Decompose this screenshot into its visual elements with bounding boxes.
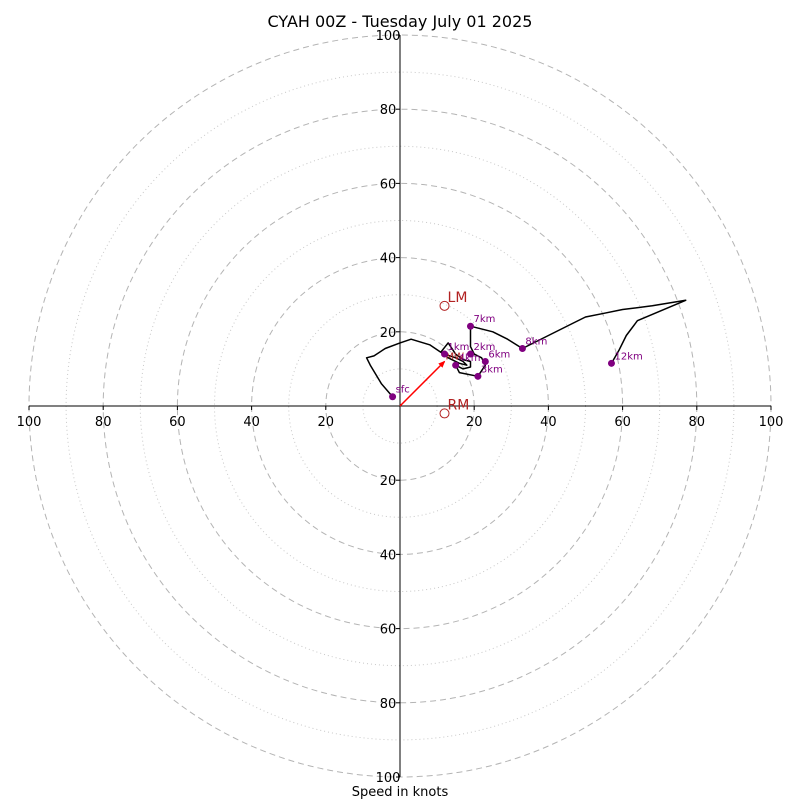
height-marker-8km <box>518 344 526 352</box>
y-tick-label: 60 <box>380 623 397 638</box>
chart-title: CYAH 00Z - Tuesday July 01 2025 <box>268 12 533 31</box>
storm-motion-rm <box>439 408 450 419</box>
y-tick-label: 100 <box>376 771 401 786</box>
y-tick-label: 80 <box>380 103 397 118</box>
height-label-1km: 1km <box>448 342 470 353</box>
storm-motion-label-lm: LM <box>448 290 468 306</box>
mean-wind-label: MW <box>446 351 465 362</box>
y-tick-label: 20 <box>380 474 397 489</box>
height-label-6km: 6km <box>488 349 510 360</box>
x-tick-label: 100 <box>17 415 42 430</box>
hodograph-line <box>365 299 687 398</box>
x-tick-label: 40 <box>243 415 260 430</box>
height-marker-7km <box>466 322 474 330</box>
y-tick-label: 100 <box>376 29 401 44</box>
mean-wind-vector <box>399 360 446 407</box>
x-tick-label: 20 <box>466 415 483 430</box>
storm-motion-label-rm: RM <box>448 397 470 413</box>
height-label-12km: 12km <box>614 351 642 362</box>
x-tick-label: 100 <box>759 415 784 430</box>
storm-motion-lm <box>439 300 450 311</box>
x-tick-label: 80 <box>689 415 706 430</box>
x-tick-label: 60 <box>169 415 186 430</box>
height-label-3km: 3km <box>481 364 503 375</box>
axis-ticks: 100 80 60 40 20 20 40 60 80 100 100 80 60 40 20 20 40 60 8… <box>17 29 784 786</box>
x-tick-label: 80 <box>95 415 112 430</box>
height-marker-sfc <box>389 393 397 401</box>
height-marker-12km <box>607 359 615 367</box>
height-label-sfc: sfc <box>396 385 410 396</box>
height-marker-2km <box>466 350 474 358</box>
x-axis-label: Speed in knots <box>352 785 449 800</box>
x-tick-label: 20 <box>318 415 335 430</box>
height-label-7km: 7km <box>473 314 495 325</box>
y-tick-label: 40 <box>380 252 397 267</box>
height-marker-6km <box>481 357 489 365</box>
height-label-2km: 2km <box>473 342 495 353</box>
y-tick-label: 60 <box>380 177 397 192</box>
y-tick-label: 20 <box>380 326 397 341</box>
y-tick-label: 80 <box>380 697 397 712</box>
height-label-8km: 8km <box>525 336 547 347</box>
y-tick-label: 40 <box>380 548 397 563</box>
x-tick-label: 60 <box>614 415 631 430</box>
height-marker-3km <box>474 372 482 380</box>
height-label-4km: 4km <box>459 353 481 364</box>
height-marker-1km <box>441 350 449 358</box>
height-marker-4km <box>452 361 460 369</box>
x-tick-label: 40 <box>540 415 557 430</box>
